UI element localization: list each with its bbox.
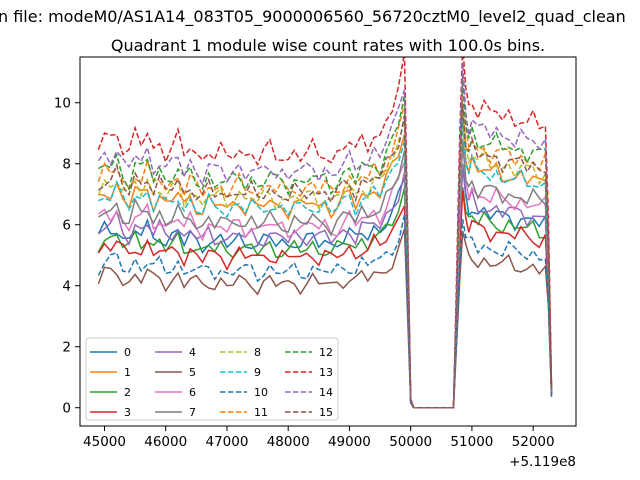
legend-label-12: 12 xyxy=(319,346,333,359)
x-tick-label: 52000 xyxy=(512,434,555,450)
y-tick-label: 2 xyxy=(62,340,71,356)
legend-label-14: 14 xyxy=(319,386,333,399)
x-tick-label: 49000 xyxy=(328,434,371,450)
legend-label-0: 0 xyxy=(124,346,131,359)
legend-label-2: 2 xyxy=(124,386,131,399)
legend-label-13: 13 xyxy=(319,366,333,379)
x-tick-label: 47000 xyxy=(205,434,248,450)
series-line-8 xyxy=(97,108,553,409)
legend-label-5: 5 xyxy=(189,366,196,379)
legend-label-8: 8 xyxy=(254,346,261,359)
series-layer xyxy=(97,57,553,409)
y-tick-label: 6 xyxy=(62,218,71,234)
x-tick-label: 48000 xyxy=(267,434,310,450)
x-tick-label: 51000 xyxy=(450,434,493,450)
series-line-5 xyxy=(97,228,553,409)
figure-suptitle: n file: modeM0/AS1A14_083T05_9000006560_… xyxy=(0,7,626,27)
legend-label-1: 1 xyxy=(124,366,131,379)
legend-label-11: 11 xyxy=(254,406,268,419)
legend-label-7: 7 xyxy=(189,406,196,419)
legend-label-3: 3 xyxy=(124,406,131,419)
series-line-3 xyxy=(97,189,553,409)
axes-frame xyxy=(79,56,577,427)
legend-label-9: 9 xyxy=(254,366,261,379)
legend-label-4: 4 xyxy=(189,346,196,359)
axes-title: Quadrant 1 module wise count rates with … xyxy=(111,36,545,55)
y-axis: 0 2 4 6 8 10 xyxy=(54,96,80,417)
legend-label-6: 6 xyxy=(189,386,196,399)
x-tick-label: 45000 xyxy=(83,434,126,450)
series-line-10 xyxy=(97,214,553,409)
x-offset-text: +5.119e8 xyxy=(509,454,576,470)
series-line-15 xyxy=(97,103,553,409)
y-tick-label: 4 xyxy=(62,279,71,295)
series-line-1 xyxy=(98,112,553,409)
y-tick-label: 0 xyxy=(62,401,71,417)
series-line-7 xyxy=(98,142,553,409)
x-tick-label: 46000 xyxy=(144,434,187,450)
legend-box xyxy=(85,337,339,421)
series-line-14 xyxy=(97,62,553,409)
series-line-4 xyxy=(97,164,553,409)
series-line-13 xyxy=(97,57,553,409)
x-axis: 45000 46000 47000 48000 49000 50000 51000 52000 xyxy=(83,426,555,450)
series-line-12 xyxy=(98,76,553,409)
y-tick-label: 10 xyxy=(54,96,71,112)
legend-label-10: 10 xyxy=(254,386,268,399)
y-tick-label: 8 xyxy=(62,157,71,173)
legend-label-15: 15 xyxy=(319,406,333,419)
x-tick-label: 50000 xyxy=(389,434,432,450)
series-line-9 xyxy=(98,118,553,409)
